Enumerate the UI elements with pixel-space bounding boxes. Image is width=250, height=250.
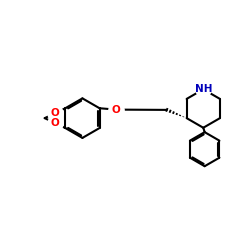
Text: O: O	[50, 108, 59, 118]
Text: O: O	[112, 104, 120, 115]
Text: O: O	[50, 118, 59, 128]
Text: NH: NH	[194, 84, 212, 94]
